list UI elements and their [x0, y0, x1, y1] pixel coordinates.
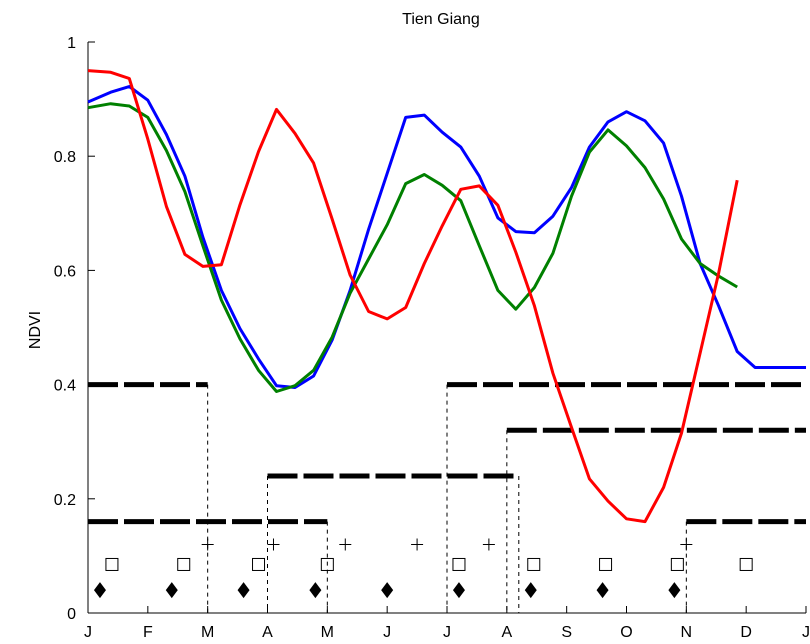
- x-tick-label: J: [383, 624, 391, 641]
- x-tick-label: F: [143, 624, 153, 641]
- diamond-marker: [165, 582, 178, 599]
- plus-marker: [411, 538, 424, 551]
- square-marker: [739, 557, 753, 571]
- plot-area: 0 0.2 0.4 0.6 0.8 1 J F M A M J J A S O N D J: [54, 35, 810, 641]
- x-tick-label: M: [321, 624, 334, 641]
- diamond-marker: [381, 582, 394, 599]
- y-tick-label: 0.6: [54, 263, 76, 280]
- x-tick-label: N: [681, 624, 693, 641]
- square-marker: [452, 557, 466, 571]
- ndvi-series-line: [87, 69, 739, 524]
- y-tick-label: 0.8: [54, 149, 76, 166]
- diamond-marker: [524, 582, 537, 599]
- diamond-marker: [309, 582, 322, 599]
- plus-marker: [339, 538, 352, 551]
- diamond-marker: [452, 582, 465, 599]
- plus-marker: [680, 538, 693, 551]
- square-marker: [527, 557, 541, 571]
- x-tick-label: J: [443, 624, 451, 641]
- y-axis-label: NDVI: [27, 311, 44, 349]
- x-tick-label: M: [201, 624, 214, 641]
- diamond-marker: [596, 582, 609, 599]
- x-tick-label: D: [740, 624, 752, 641]
- x-tick-label: A: [501, 624, 512, 641]
- x-tick-label: S: [561, 624, 572, 641]
- plus-marker: [482, 538, 495, 551]
- x-tick-label: J: [84, 624, 92, 641]
- square-marker: [177, 557, 191, 571]
- square-marker: [599, 557, 613, 571]
- ndvi-series-line: [87, 85, 806, 389]
- plus-marker: [201, 538, 214, 551]
- chart-title: Tien Giang: [402, 11, 480, 28]
- x-tick-label: J: [802, 624, 810, 641]
- ndvi-series-line: [87, 102, 738, 393]
- square-marker: [670, 557, 684, 571]
- y-tick-label: 0: [67, 606, 76, 623]
- x-tick-label: O: [620, 624, 632, 641]
- y-tick-label: 0.4: [54, 378, 76, 395]
- square-marker: [252, 557, 266, 571]
- plus-marker: [267, 538, 280, 551]
- square-marker: [320, 557, 334, 571]
- diamond-marker: [237, 582, 250, 599]
- square-marker: [105, 557, 119, 571]
- x-tick-label: A: [262, 624, 273, 641]
- y-tick-label: 0.2: [54, 492, 76, 509]
- y-tick-label: 1: [67, 35, 76, 52]
- diamond-marker: [93, 582, 106, 599]
- diamond-marker: [668, 582, 681, 599]
